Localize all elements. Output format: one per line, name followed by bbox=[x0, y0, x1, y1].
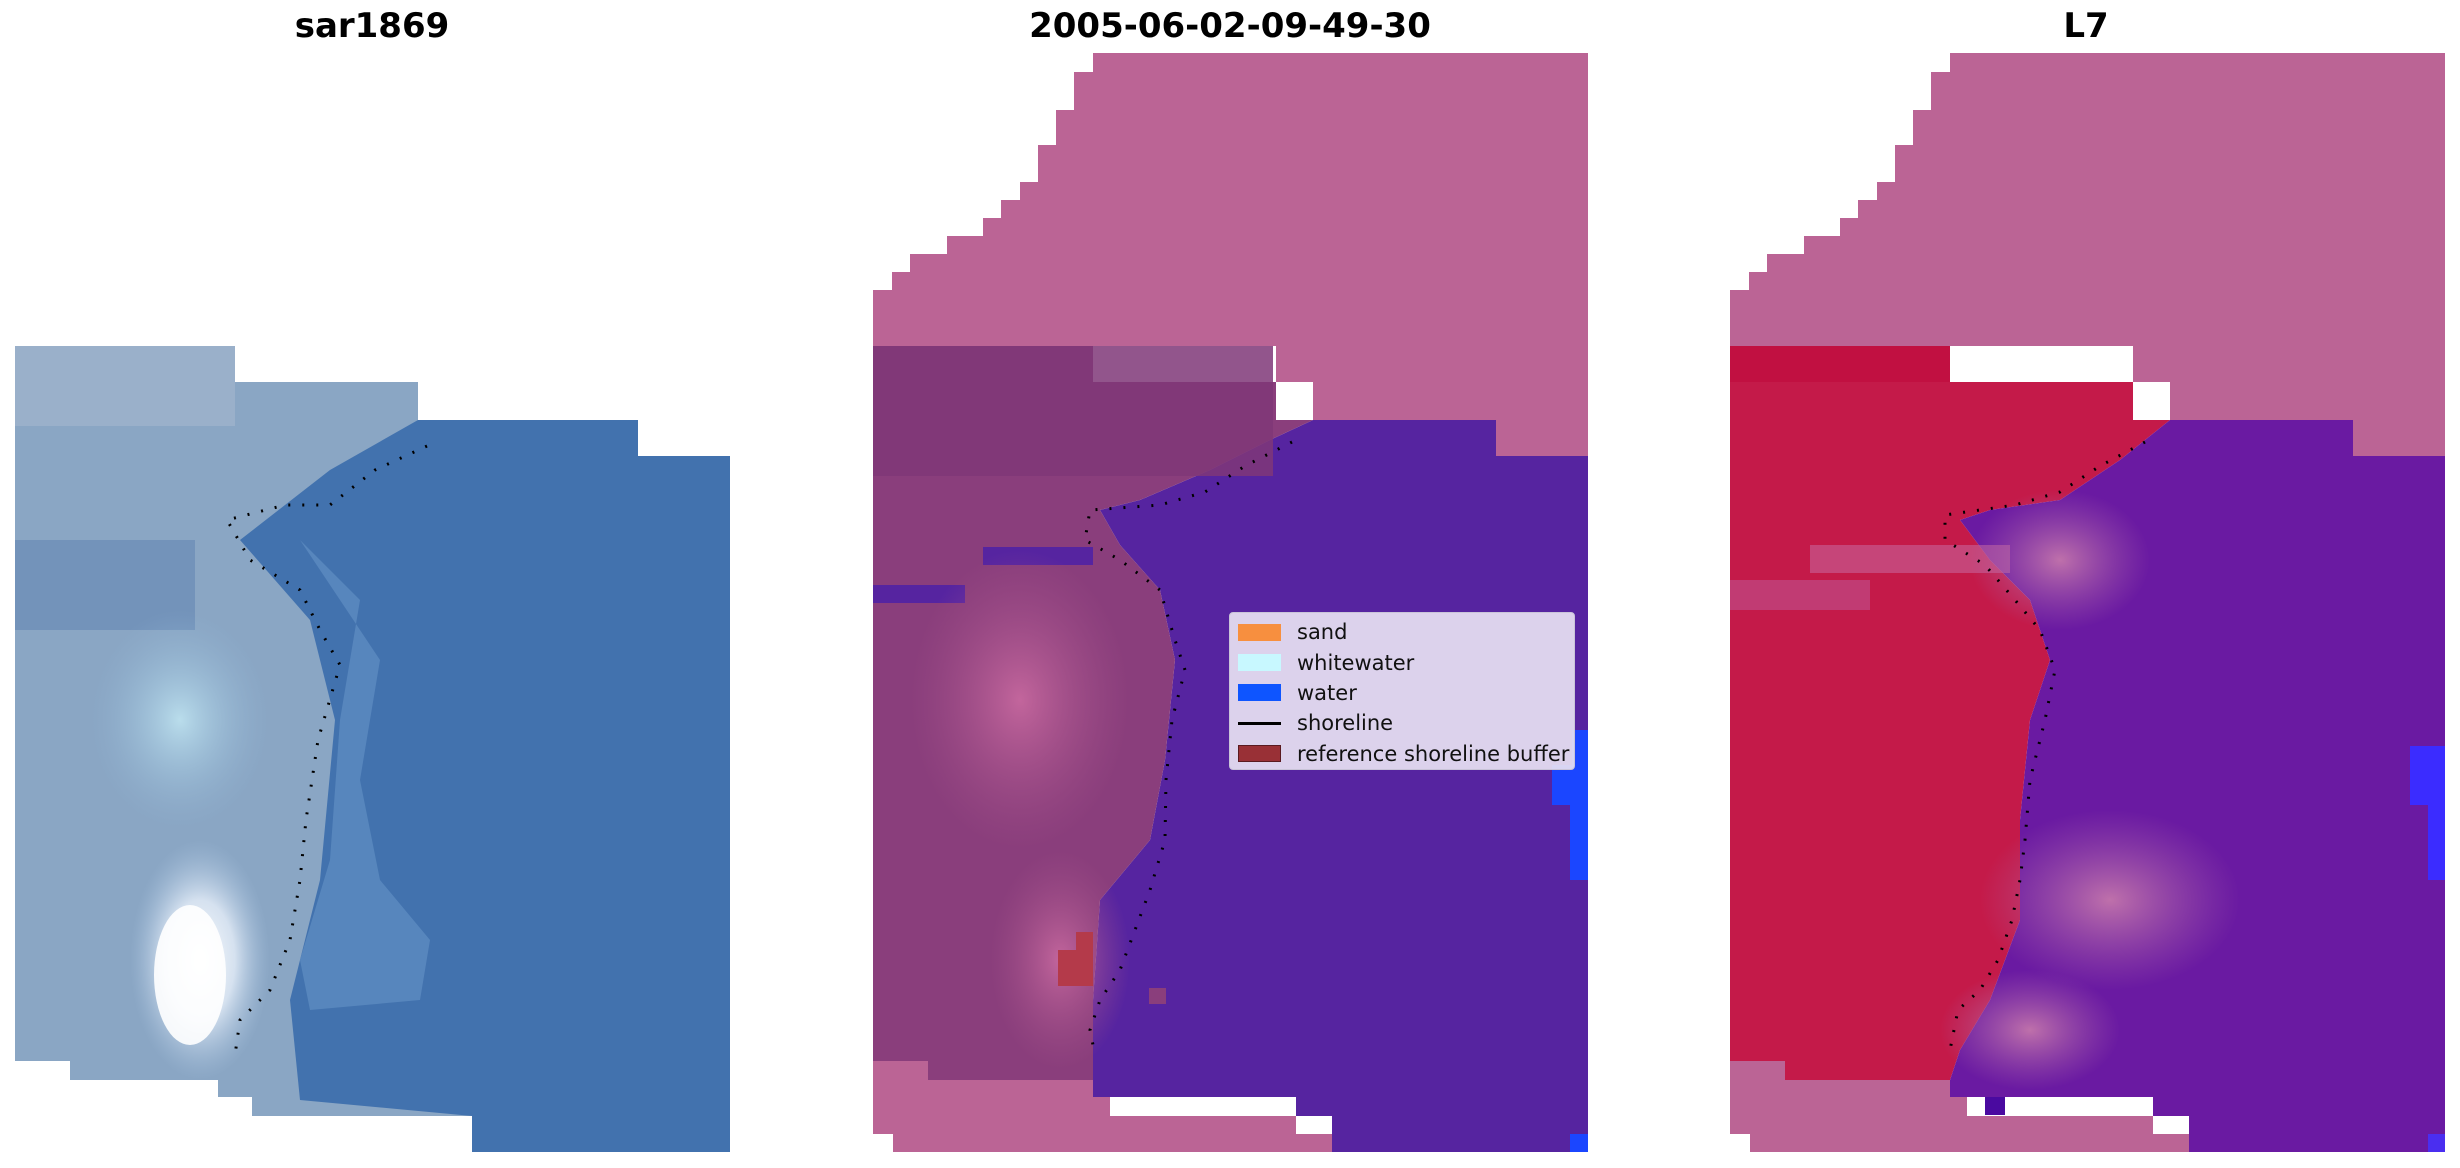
l7-dark-speck bbox=[1985, 1097, 2005, 1115]
class-pink-glow-1 bbox=[910, 550, 1130, 850]
legend-swatch-whitewater bbox=[1238, 654, 1281, 672]
legend-swatch-sand bbox=[1238, 623, 1281, 641]
legend-label: shoreline bbox=[1297, 711, 1394, 736]
class-bottom-land bbox=[873, 1061, 1332, 1152]
legend-swatch-reference-buffer bbox=[1238, 745, 1281, 763]
sar-cyan-patch bbox=[90, 610, 270, 830]
sar-topleft-patch bbox=[15, 346, 235, 426]
l7-bright-water-corner bbox=[2428, 1134, 2445, 1152]
legend-swatch-water bbox=[1238, 684, 1281, 702]
legend: sand whitewater water shoreline referenc… bbox=[1229, 612, 1575, 770]
legend-item-shoreline: shoreline bbox=[1238, 708, 1566, 738]
panel-title-sar: sar1869 bbox=[294, 6, 450, 46]
l7-pink-strip bbox=[1730, 580, 1870, 610]
class-land-region bbox=[873, 53, 1588, 456]
legend-label: reference shoreline buffer bbox=[1297, 741, 1570, 766]
legend-swatch-shoreline bbox=[1238, 721, 1281, 725]
legend-label: whitewater bbox=[1297, 650, 1415, 675]
l7-red-region bbox=[1730, 346, 2170, 1080]
legend-label: water bbox=[1297, 680, 1357, 705]
sar-midtone-band bbox=[300, 540, 430, 1010]
legend-item-sand: sand bbox=[1238, 617, 1566, 647]
panel-title-classification: 2005-06-02-09-49-30 bbox=[1029, 6, 1431, 46]
class-water-region bbox=[1093, 420, 1588, 1152]
classification-image bbox=[873, 53, 1588, 1152]
l7-darkred-band bbox=[1730, 346, 1950, 382]
sar-white-core bbox=[154, 905, 226, 1045]
legend-item-whitewater: whitewater bbox=[1238, 647, 1566, 677]
l7-land-region bbox=[1730, 53, 2445, 456]
l7-pink-transition-3 bbox=[1940, 970, 2120, 1090]
legend-item-reference-buffer: reference shoreline buffer bbox=[1238, 739, 1570, 769]
l7-bottom-land bbox=[1730, 1061, 2189, 1152]
panel-title-satellite: L7 bbox=[2063, 6, 2109, 46]
l7-pink-transition bbox=[1970, 490, 2150, 630]
sar-image bbox=[15, 346, 730, 1152]
class-reference-buffer bbox=[1058, 932, 1093, 986]
legend-label: sand bbox=[1297, 620, 1348, 645]
class-water-speck bbox=[1149, 988, 1166, 1004]
l7-bright-water-edge bbox=[2410, 746, 2445, 880]
sar-shoreline bbox=[224, 444, 428, 1056]
class-bright-water-corner bbox=[1570, 1134, 1588, 1152]
class-dark-band-1 bbox=[873, 346, 1273, 476]
legend-item-water: water bbox=[1238, 678, 1566, 708]
l7-image bbox=[1730, 53, 2445, 1152]
l7-pink-transition-2 bbox=[1980, 810, 2240, 990]
